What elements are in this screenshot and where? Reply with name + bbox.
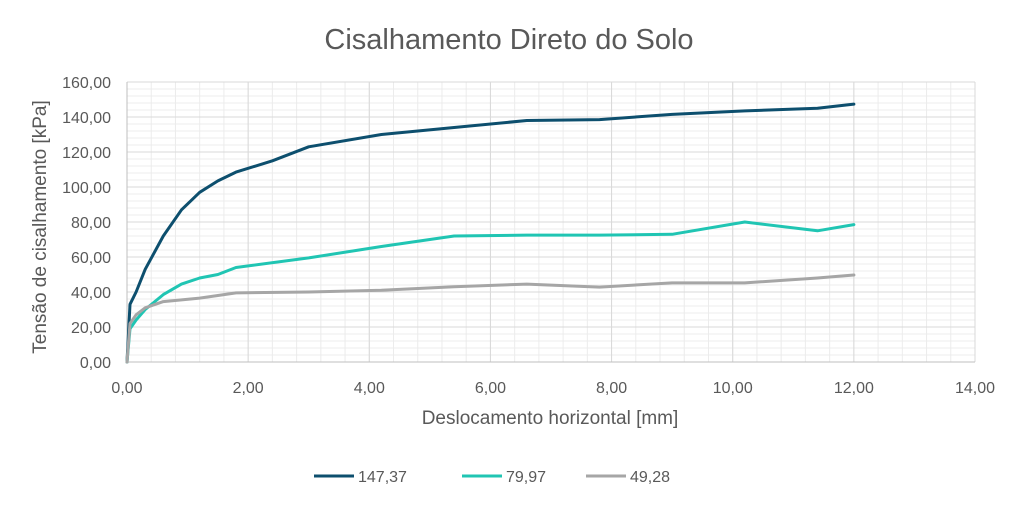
series-line [125, 273, 856, 364]
y-tick-label: 140,00 [62, 110, 111, 127]
y-tick-label: 60,00 [71, 250, 111, 267]
y-tick-label: 100,00 [62, 180, 111, 197]
x-tick-label: 12,00 [834, 380, 874, 397]
x-tick-label: 0,00 [111, 380, 142, 397]
y-tick-label: 0,00 [80, 355, 111, 372]
legend-label: 147,37 [358, 469, 407, 486]
x-tick-label: 14,00 [955, 380, 995, 397]
y-tick-label: 120,00 [62, 145, 111, 162]
x-tick-label: 8,00 [596, 380, 627, 397]
x-tick-label: 4,00 [354, 380, 385, 397]
series-line [125, 220, 856, 364]
y-tick-label: 80,00 [71, 215, 111, 232]
y-tick-label: 160,00 [62, 75, 111, 92]
y-tick-labels: 0,00 20,00 40,00 60,00 80,00 100,00 120,00 140,… [62, 75, 111, 372]
x-tick-labels: 0,00 2,00 4,00 6,00 8,00 10,00 12,00 14,00 [111, 380, 995, 397]
legend-label: 79,97 [506, 469, 546, 486]
x-tick-label: 10,00 [713, 380, 753, 397]
x-tick-label: 6,00 [475, 380, 506, 397]
axes [126, 82, 975, 363]
chart-title: Cisalhamento Direto do Solo [324, 24, 693, 56]
legend: 147,37 79,97 49,28 [314, 469, 670, 486]
y-axis-label: Tensão de cisalhamento [kPa] [30, 100, 51, 354]
y-tick-label: 20,00 [71, 320, 111, 337]
y-tick-label: 40,00 [71, 285, 111, 302]
legend-label: 49,28 [630, 469, 670, 486]
x-tick-label: 2,00 [233, 380, 264, 397]
x-axis-label: Deslocamento horizontal [mm] [422, 408, 679, 429]
series-line [125, 102, 856, 364]
series-lines [125, 102, 856, 364]
